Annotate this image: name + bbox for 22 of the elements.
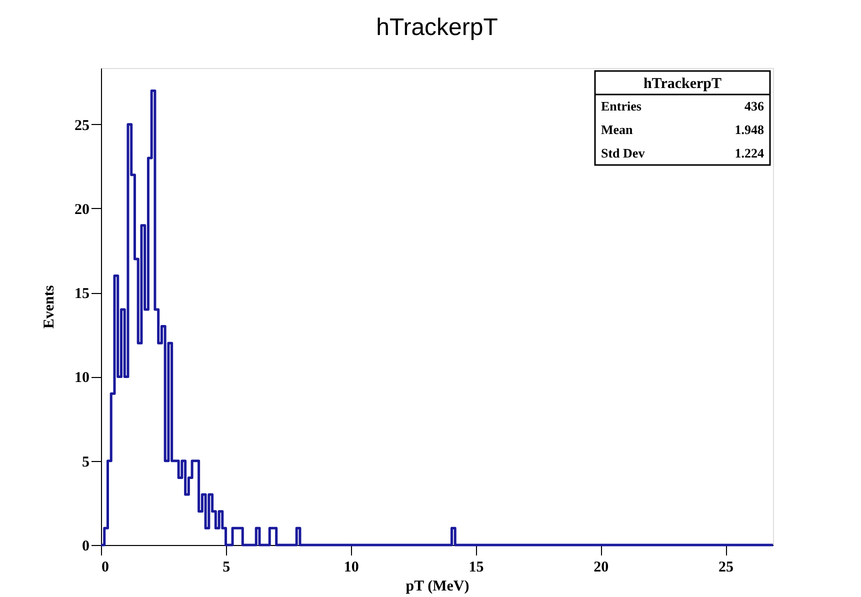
annotation: 1.224 (734, 145, 764, 160)
y-tick-label: 0 (82, 538, 90, 554)
annotation: Mean (601, 122, 634, 137)
y-tick-label: 20 (74, 202, 90, 218)
annotation: Std Dev (601, 145, 646, 160)
x-tick-label: 0 (102, 560, 109, 576)
y-tick-label: 25 (74, 118, 90, 134)
chart-title: hTrackerpT (376, 14, 498, 41)
y-tick-label: 10 (74, 370, 90, 386)
annotation: hTrackerpT (643, 76, 722, 92)
x-axis-title: pT (MeV) (406, 578, 470, 594)
annotation: 1.948 (734, 122, 764, 137)
y-tick-label: 15 (74, 286, 90, 302)
y-axis-title: Events (42, 285, 58, 329)
annotation: Entries (601, 98, 642, 114)
x-tick-label: 15 (468, 560, 484, 576)
x-tick-label: 25 (718, 560, 734, 576)
x-tick-label: 20 (594, 560, 609, 576)
annotation: 436 (744, 98, 764, 114)
y-tick-label: 5 (82, 454, 90, 470)
x-tick-label: 5 (222, 560, 230, 576)
x-tick-label: 10 (344, 560, 359, 576)
